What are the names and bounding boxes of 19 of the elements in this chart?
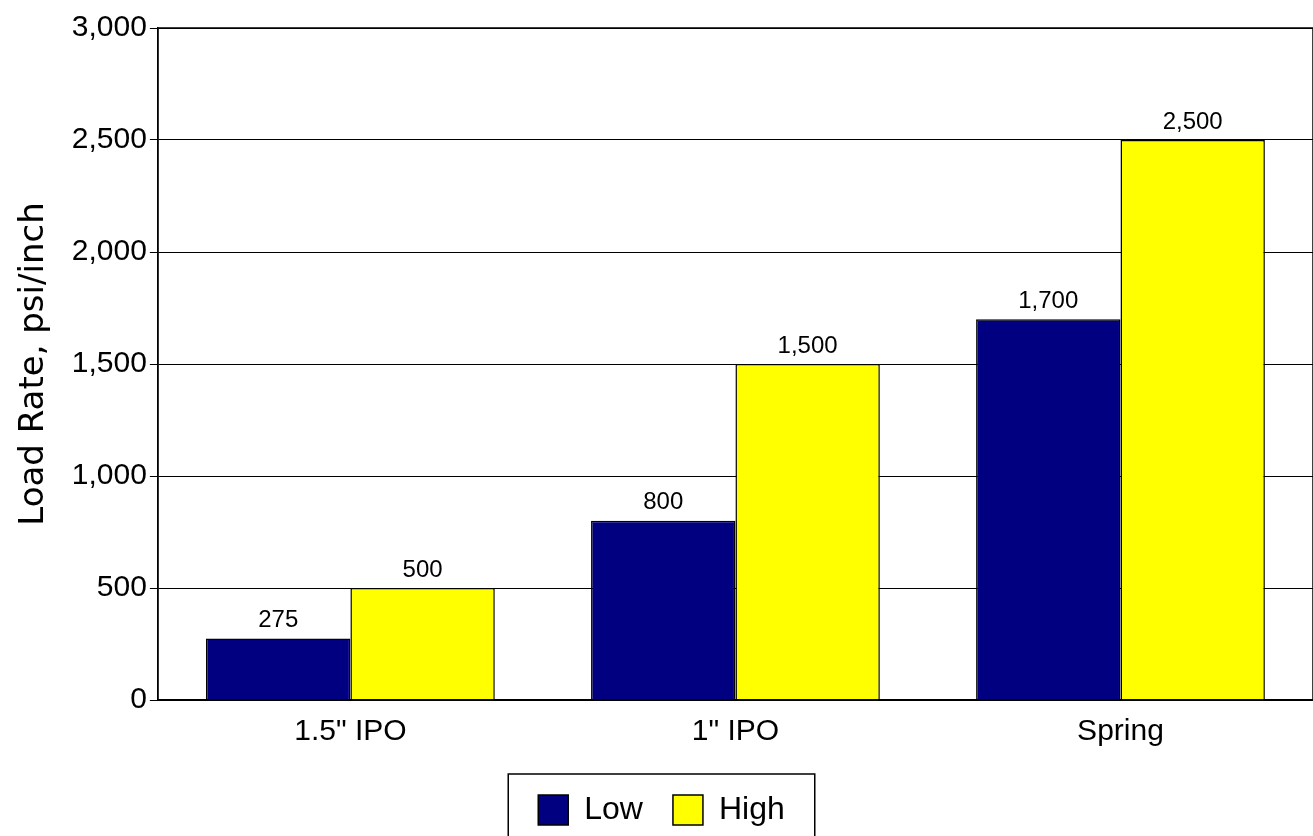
- data-label: 2,500: [1162, 106, 1223, 134]
- y-tick-label: 1,500: [71, 345, 147, 379]
- y-tick-label: 500: [96, 569, 147, 603]
- data-label: 500: [402, 554, 443, 582]
- x-tick-label: Spring: [1077, 713, 1164, 747]
- data-label: 1,700: [1018, 285, 1079, 313]
- legend-label: Low: [584, 789, 644, 826]
- data-label: 1,500: [777, 330, 838, 358]
- y-tick-label: 2,500: [71, 121, 147, 155]
- y-tick-label: 2,000: [71, 233, 147, 267]
- legend-label: High: [718, 789, 785, 826]
- data-label: 800: [643, 487, 684, 515]
- y-axis-title: Load Rate, psi/inch: [11, 202, 52, 526]
- data-label: 275: [258, 605, 299, 633]
- y-tick-label: 3,000: [71, 9, 147, 43]
- x-tick-label: 1.5" IPO: [294, 713, 407, 747]
- y-tick-label: 1,000: [71, 457, 147, 491]
- x-tick-label: 1" IPO: [691, 713, 780, 747]
- y-tick-label: 0: [130, 681, 147, 715]
